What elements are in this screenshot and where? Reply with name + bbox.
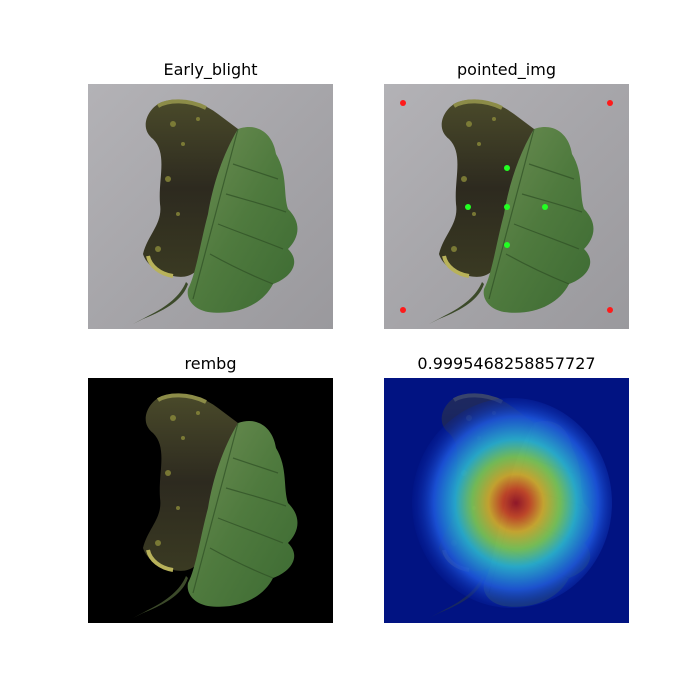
rembg-leaf-image [88, 378, 333, 623]
panel-title: pointed_img [457, 60, 556, 79]
heatmap-overlay-image [384, 378, 629, 623]
panel-title: rembg [184, 354, 237, 373]
panel-title: 0.9995468258857727 [417, 354, 596, 373]
panel-title: Early_blight [163, 60, 258, 79]
leaf-photo-image [88, 84, 333, 329]
panel-pointed-img: pointed_img [384, 58, 629, 329]
pointed-leaf-image [384, 84, 629, 329]
leaf-points [465, 165, 548, 248]
panel-rembg: rembg [88, 352, 333, 623]
panel-heatmap: 0.9995468258857727 [384, 352, 629, 623]
corner-points [400, 100, 613, 313]
panel-early-blight: Early_blight [88, 58, 333, 329]
